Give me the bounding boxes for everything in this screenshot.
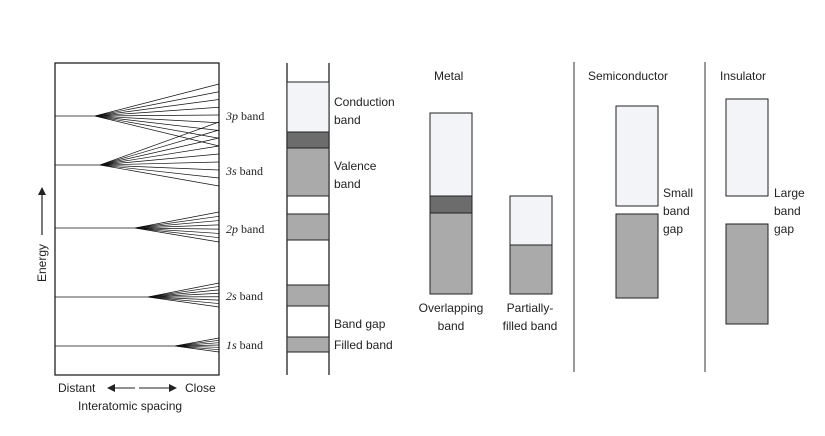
semiconductor-panel: Semiconductor Small band gap [588,69,693,299]
metal-title: Metal [434,69,463,83]
1s-filled-band [286,336,330,353]
band-label-1s: 1s band [226,338,263,352]
fan-2p-line [134,220,220,229]
fan-1s-line [174,337,220,347]
fan-2p [55,211,220,243]
valence-band-label-line2: band [334,177,361,191]
metal-partial-empty-part [509,195,553,246]
fan-3s-line [99,153,220,166]
fan-3s-line [99,161,220,166]
conduction-band [286,81,330,133]
fan-1s-line [174,344,220,347]
fan-3s-line [99,145,220,166]
filled-band-label: Filled band [334,338,393,352]
metal-panel: Metal Overlapping band Partially- filled… [419,69,558,333]
fan-2s-line [147,296,220,308]
fan-2s-line [147,296,220,301]
partially-filled-label-line1: Partially- [507,301,554,315]
metal-overlap-filled-band [429,212,473,295]
fan-3p-line [94,115,220,147]
fan-1s-line [174,345,220,351]
fan-3s-line [99,137,220,166]
band-overlap-region [286,131,330,149]
metal-partial-filled-part [509,244,553,295]
insulator-title: Insulator [720,69,766,83]
interatomic-spacing-label: Interatomic spacing [78,399,182,413]
fan-2p-line [134,215,220,229]
partially-filled-label-line2: filled band [503,319,558,333]
large-gap-label-line3: gap [774,222,794,236]
band-gap-label: Band gap [334,317,386,331]
fan-1s-line [174,345,220,348]
band-label-2p: 2p band [226,222,264,236]
distant-label: Distant [58,381,96,395]
insulator-panel: Insulator Large band gap [720,69,805,325]
fan-3p-line [94,114,220,117]
fan-3p-line [94,106,220,117]
fan-3p-line [94,115,220,139]
valence-band-label-line1: Valence [334,159,377,173]
large-gap-label-line1: Large [774,186,805,200]
valence-band [286,147,330,197]
metal-overlap-empty-band [429,112,473,197]
metal-overlap-region [429,195,473,214]
fan-2s-line [147,282,220,298]
insulator-conduction-band [725,98,769,197]
fan-3s-line [99,164,220,171]
conduction-band-label-line1: Conduction [334,95,395,109]
fan-1s-line [174,345,220,353]
fan-3s [55,121,220,187]
fan-2p-line [134,227,220,234]
small-gap-label-line2: band [663,204,690,218]
fan-2p-line [134,227,220,239]
overlapping-band-label-line1: Overlapping [419,301,484,315]
fan-panel-frame [54,62,220,376]
fan-2s-line [147,286,220,298]
2s-filled-band [286,284,330,307]
2p-filled-band [286,213,330,241]
fan-2s [55,282,220,308]
fan-3p [55,83,220,147]
fan-3p-line [94,99,220,117]
fan-3s-line [99,164,220,179]
fan-1s [55,337,220,353]
energy-level-fans [55,83,220,353]
fan-3p-line [94,91,220,117]
fan-1s-line [174,342,220,347]
semiconductor-title: Semiconductor [588,69,668,83]
close-label: Close [185,381,216,395]
fan-3p-line [94,115,220,124]
energy-axis-label: Energy [35,244,49,282]
fan-2s-line [147,292,220,298]
semiconductor-valence-band [615,213,659,299]
fan-2s-line [147,296,220,304]
fan-3p-line [94,83,220,117]
small-gap-label-line1: Small [663,186,693,200]
energy-level-panel: 3p band 3s band 2p band 2s band 1s band … [35,62,264,413]
fan-3s-line [99,164,220,187]
fan-2p-line [134,224,220,229]
small-gap-label-line3: gap [663,222,683,236]
fan-3s-line [99,129,220,166]
band-label-2s: 2s band [226,289,263,303]
insulator-valence-band [725,223,769,325]
band-label-3p: 3p band [225,109,264,123]
fan-1s-line [174,339,220,347]
fan-2p-line [134,227,220,230]
fan-3p-line [94,115,220,131]
fan-2s-line [147,289,220,298]
conduction-band-label-line2: band [334,113,361,127]
band-label-3s: 3s band [225,164,263,178]
fan-2p-line [134,227,220,243]
semiconductor-conduction-band [615,105,659,207]
fan-2p-line [134,211,220,229]
fan-3s-line [99,121,220,166]
overlapping-band-label-line2: band [438,319,465,333]
band-column-panel: Conduction band Valence band Band gap Fi… [286,63,395,375]
large-gap-label-line2: band [774,204,801,218]
